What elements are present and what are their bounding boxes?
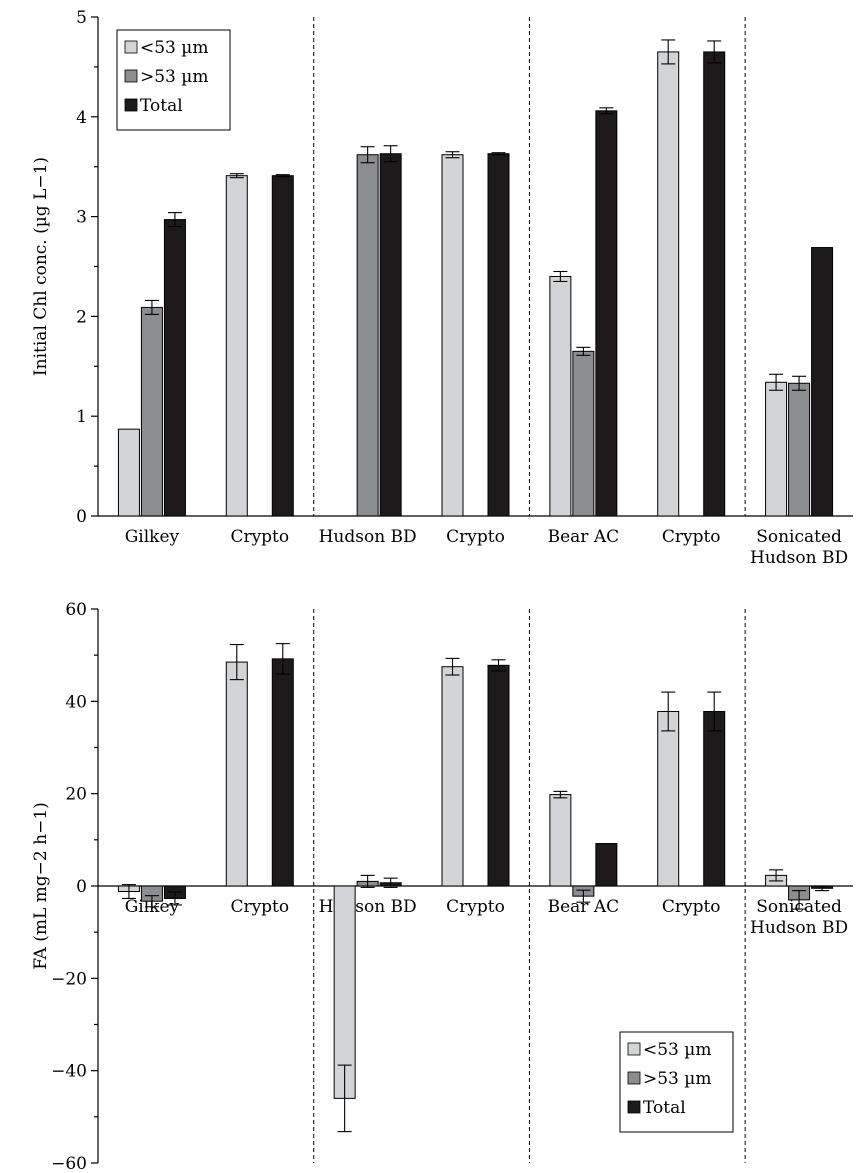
legend-label-lt53: <53 µm — [643, 1040, 711, 1060]
bar-total — [811, 247, 834, 517]
legend-swatch-gt53 — [124, 69, 138, 83]
x-category-label: Sonicated — [756, 527, 842, 547]
legend-swatch-lt53 — [124, 40, 138, 54]
y-tick-label: −20 — [51, 969, 87, 989]
y-tick-label: 40 — [65, 692, 87, 712]
x-category-label: Crypto — [446, 897, 505, 917]
bar-total — [271, 658, 294, 887]
y-tick-label: 3 — [76, 208, 87, 228]
bar-gt53 — [572, 350, 595, 517]
y-axis-title: FA (mL mg−2 h−1) — [31, 802, 51, 970]
y-axis-title: Initial Chl conc. (µg L−1) — [31, 157, 51, 376]
bar-lt53 — [549, 275, 572, 517]
bar-gt53 — [788, 382, 811, 517]
bar-lt53 — [225, 175, 248, 517]
bar-total — [487, 664, 510, 887]
legend-label-gt53: >53 µm — [643, 1069, 711, 1089]
legend-swatch-lt53 — [627, 1042, 641, 1056]
legend-label-lt53: <53 µm — [140, 38, 208, 58]
legend-swatch-gt53 — [627, 1071, 641, 1085]
x-category-label: Gilkey — [125, 527, 180, 547]
x-category-label: Hudson BD — [319, 527, 417, 547]
x-category-label: Hudson BD — [319, 897, 417, 917]
legend-swatch-total — [124, 98, 138, 112]
y-tick-label: 60 — [65, 600, 87, 620]
bar-lt53 — [441, 154, 464, 517]
legend-label-total: Total — [643, 1098, 686, 1118]
bar-lt53 — [657, 710, 680, 887]
x-category-label: Crypto — [230, 897, 289, 917]
bar-lt53 — [549, 794, 572, 887]
bar-total — [595, 110, 618, 517]
legend-label-gt53: >53 µm — [140, 67, 208, 87]
bar-total — [487, 153, 510, 517]
y-tick-label: −40 — [51, 1062, 87, 1082]
bar-lt53 — [117, 428, 140, 517]
bar-lt53 — [225, 661, 248, 887]
bar-lt53 — [441, 666, 464, 887]
x-category-label: Hudson BD — [750, 918, 848, 938]
bar-total — [379, 153, 402, 517]
y-tick-label: 4 — [76, 108, 87, 128]
x-category-label: Bear AC — [548, 897, 620, 917]
x-category-label: Crypto — [662, 897, 721, 917]
x-category-label: Crypto — [446, 527, 505, 547]
bar-gt53 — [140, 306, 163, 517]
bar-total — [163, 219, 186, 517]
bar-total — [703, 51, 726, 517]
y-tick-label: 20 — [65, 785, 87, 805]
y-tick-label: 1 — [76, 407, 87, 427]
x-category-label: Crypto — [230, 527, 289, 547]
y-tick-label: 0 — [76, 877, 87, 897]
y-tick-label: −60 — [51, 1154, 87, 1173]
bar-gt53 — [356, 154, 379, 517]
bar-total — [703, 710, 726, 887]
bar-total — [271, 175, 294, 517]
bar-total — [595, 843, 618, 887]
x-category-label: Bear AC — [548, 527, 620, 547]
legend-swatch-total — [627, 1100, 641, 1114]
x-category-label: Crypto — [662, 527, 721, 547]
y-tick-label: 2 — [76, 307, 87, 327]
top-panel-chl-concentration: 0 1 2 3 4 5 Initial Chl conc. (µg L−1) Gilkey Cr… — [31, 8, 853, 568]
bar-lt53 — [765, 381, 788, 517]
legend-label-total: Total — [140, 96, 183, 116]
y-tick-label: 5 — [76, 8, 87, 28]
y-tick-label: 0 — [76, 507, 87, 527]
x-category-label: Hudson BD — [750, 548, 848, 568]
bar-lt53 — [657, 51, 680, 517]
